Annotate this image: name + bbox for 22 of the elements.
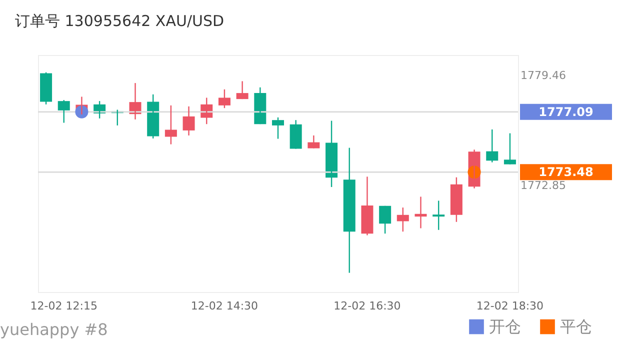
candlestick [58,99,70,124]
text: yuehappy #8 [0,320,108,339]
x-tick-label: 12-02 18:30 [476,300,544,312]
legend-label: 平仓 [560,316,592,336]
candlestick [40,72,52,106]
candlestick [379,205,392,234]
chart-title: 订单号 130955642 XAU/USD [15,12,224,30]
x-tick-label: 12-02 14:30 [190,300,258,312]
candlestick [450,176,462,222]
y-tick-label: 1779.46 [520,68,566,82]
candlestick [432,200,445,231]
y-tick-label: 1772.85 [520,179,566,192]
candlestick [272,116,284,140]
candlestick [164,104,177,145]
x-tick-label: 12-02 16:30 [334,300,401,312]
x-tick-label: 12-02 12:15 [30,300,98,312]
ref-line-label: 1777.09 [538,104,594,119]
ref-line-label: 1773.48 [538,165,594,180]
candlestick [504,132,516,165]
candlestick [218,88,230,109]
candlestick [343,147,356,274]
legend-label: 开仓 [489,316,521,336]
